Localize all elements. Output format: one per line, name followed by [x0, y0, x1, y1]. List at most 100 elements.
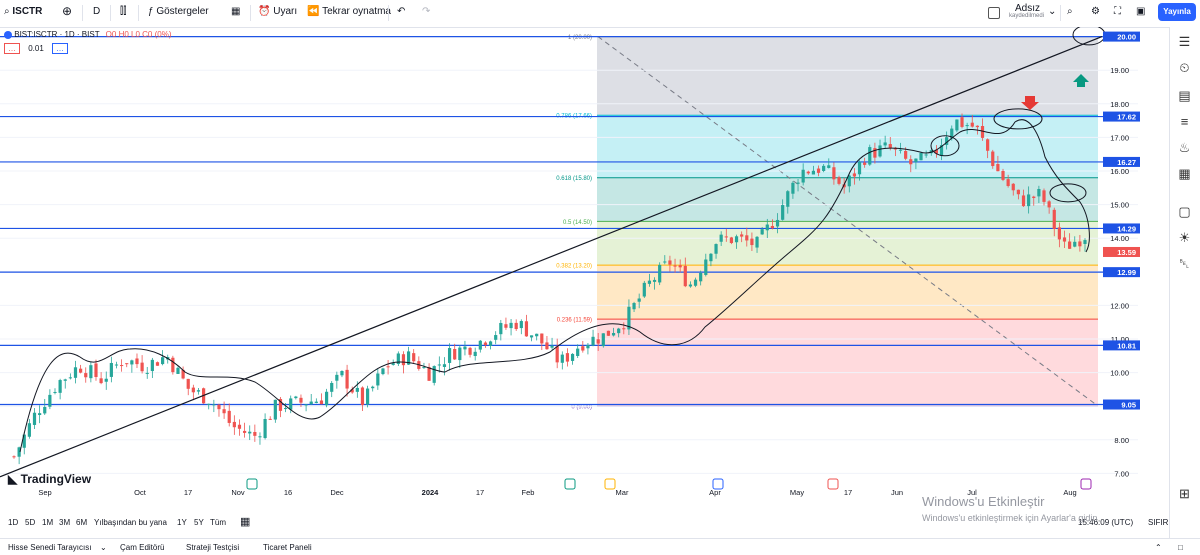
settings-gear-icon[interactable]: ⚙ — [1091, 6, 1100, 17]
candle-body — [196, 390, 201, 392]
chat-icon[interactable]: ▢ — [1178, 204, 1191, 219]
quick-search-icon[interactable]: ⌕ — [1067, 6, 1073, 17]
notifications-bell-icon[interactable]: ␇ — [1179, 256, 1190, 271]
redo-icon[interactable]: ↷ — [422, 6, 431, 17]
candle-body — [811, 170, 816, 175]
templates-icon[interactable]: ▦ — [231, 6, 241, 17]
range-ytd[interactable]: Yılbaşından bu yana — [94, 518, 167, 527]
legend-collapse-red[interactable]: … — [4, 43, 20, 54]
candle-body — [565, 353, 570, 362]
fib-retracement[interactable]: 1 (20.00)0.786 (17.66)0.618 (15.80)0.5 (… — [556, 35, 1098, 411]
snapshot-camera-icon[interactable]: ▣ — [1136, 6, 1146, 17]
replay-button[interactable]: ⏪ Tekrar oynatma — [307, 6, 391, 17]
candle-body — [386, 366, 390, 368]
event-marker-icon-4 — [827, 478, 839, 490]
goto-date-calendar-icon[interactable]: ▦ — [240, 516, 251, 528]
candle-body — [878, 145, 882, 157]
candle-body — [519, 321, 523, 329]
chart-type-icon[interactable]: ⫿⫿ — [120, 6, 127, 17]
range-1y[interactable]: 1Y — [177, 518, 187, 527]
chevron-down-icon[interactable]: ⌄ — [1048, 6, 1057, 17]
candle-body — [535, 333, 539, 337]
candle-body — [960, 117, 964, 127]
publish-button[interactable]: Yayınla — [1158, 3, 1196, 21]
candle-body — [617, 328, 621, 334]
right-sidebar: ☰ ⏲ ▤ ≡ ♨ ▦ ▢ ☀ ␇ ⊞ — [1169, 27, 1200, 539]
tab-trading-panel[interactable]: Ticaret Paneli — [263, 543, 312, 552]
range-1m[interactable]: 1M — [42, 518, 54, 527]
watchlist-icon[interactable]: ☰ — [1178, 34, 1191, 49]
event-marker-icon-0 — [246, 478, 258, 490]
indicators-button[interactable]: ƒ Göstergeler — [148, 6, 209, 17]
candle-body — [22, 434, 26, 448]
chevron-up-icon[interactable]: ⌃ — [1155, 543, 1162, 552]
candle-body — [888, 144, 892, 148]
candle-body — [663, 261, 667, 263]
price-chart[interactable]: 1 (20.00)0.786 (17.66)0.618 (15.80)0.5 (… — [0, 24, 1141, 497]
candle-body — [883, 142, 887, 146]
candle-body — [822, 165, 826, 171]
legend-sub-value: 0.01 — [28, 44, 44, 53]
range-5d[interactable]: 5D — [25, 518, 36, 527]
maximize-panel-icon[interactable]: □ — [1178, 543, 1183, 552]
chart-area[interactable]: 1 (20.00)0.786 (17.66)0.618 (15.80)0.5 (… — [0, 24, 1141, 497]
activation-watermark-subtitle: Windows'u etkinleştirmek için Ayarlar'a … — [922, 513, 1098, 523]
candle-body — [806, 171, 810, 174]
screener-chevron-down-icon[interactable]: ⌄ — [100, 543, 107, 552]
layout-checkbox[interactable] — [988, 7, 1000, 19]
candle-body — [58, 380, 62, 393]
range-6m[interactable]: 6M — [76, 518, 88, 527]
undo-icon[interactable]: ↶ — [397, 6, 406, 17]
data-window-icon[interactable]: ▤ — [1178, 88, 1191, 103]
interval-button[interactable]: D — [93, 6, 101, 17]
tab-screener[interactable]: Hisse Senedi Tarayıcısı — [8, 543, 92, 552]
candle-body — [114, 364, 119, 366]
candle-body — [1062, 237, 1067, 242]
candle-body — [176, 367, 180, 374]
candle-body — [94, 363, 98, 378]
range-all[interactable]: Tüm — [210, 518, 226, 527]
fullscreen-icon[interactable]: ⛶ — [1114, 6, 1121, 17]
horizontal-lines[interactable] — [0, 36, 1141, 406]
layers-icon[interactable]: ≡ — [1180, 114, 1189, 129]
candle-body — [463, 346, 467, 350]
legend-title: BIST:ISCTR · 1D · BIST — [14, 30, 100, 39]
candle-body — [734, 236, 739, 243]
candle-body — [171, 357, 175, 373]
price-line-badge — [1103, 267, 1140, 278]
help-icon[interactable]: ⊞ — [1179, 486, 1190, 501]
candle-body — [406, 351, 411, 365]
range-1d[interactable]: 1D — [8, 518, 19, 527]
candle-body — [647, 280, 652, 284]
candle-body — [43, 406, 47, 414]
user-drawings[interactable] — [0, 24, 1106, 478]
time-axis[interactable]: Sep Oct 17 Nov 16 Dec 2024 17 Feb Mar Apr May 17 Jun J… — [38, 478, 1092, 497]
compare-add-icon[interactable]: ⊕ — [62, 4, 73, 18]
candle-body — [155, 362, 160, 366]
alerts-clock-icon[interactable]: ⏲ — [1179, 60, 1190, 75]
symbol-search[interactable]: ⌕ ISCTR — [4, 6, 43, 17]
range-5y[interactable]: 5Y — [194, 518, 204, 527]
range-3m[interactable]: 3M — [59, 518, 71, 527]
ideas-bulb-icon[interactable]: ☀ — [1178, 230, 1191, 245]
price-axis[interactable]: 7.008.009.0010.0011.0012.0013.0014.0015.… — [1103, 31, 1140, 479]
candle-body — [991, 151, 995, 167]
calendar-icon[interactable]: ▦ — [1178, 166, 1191, 181]
alert-button[interactable]: ⏰ Uyarı — [258, 6, 298, 17]
reset-button[interactable]: SIFIR — [1148, 518, 1169, 527]
candle-body — [724, 236, 728, 238]
candle-body — [688, 284, 693, 287]
hotlists-flame-icon[interactable]: ♨ — [1178, 140, 1191, 155]
candle-body — [632, 303, 636, 310]
tab-pine-editor[interactable]: Çam Editörü — [120, 543, 165, 552]
candle-body — [494, 335, 498, 340]
candle-body — [207, 403, 211, 405]
tab-strategy-tester[interactable]: Strateji Testçisi — [186, 543, 240, 552]
price-line-badge — [1103, 399, 1140, 410]
candle-body — [335, 374, 339, 381]
candle-body — [586, 344, 590, 349]
candle-body — [914, 158, 918, 163]
candle-body — [832, 167, 836, 180]
legend-collapse-blue[interactable]: … — [52, 43, 69, 54]
indicators-icon: ƒ — [148, 6, 154, 17]
